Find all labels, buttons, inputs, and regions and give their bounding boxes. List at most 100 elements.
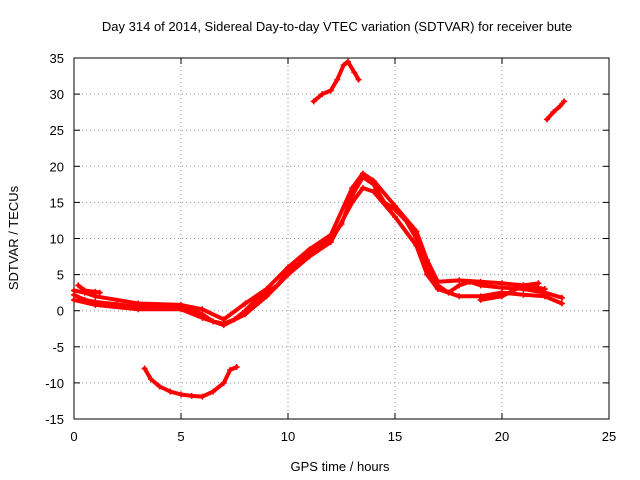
data-point [306, 253, 313, 260]
data-point [71, 296, 77, 303]
x-tick-label: 20 [495, 429, 509, 444]
data-point [96, 289, 103, 296]
y-tick-label: 5 [57, 268, 64, 283]
y-tick-label: 10 [50, 232, 64, 247]
data-point [434, 278, 441, 285]
data-point [558, 294, 565, 301]
x-tick-label: 0 [70, 429, 77, 444]
data-point [199, 314, 206, 321]
series-track-lower-band [72, 186, 564, 328]
data-point [424, 257, 431, 264]
data-point [327, 87, 334, 94]
data-point [227, 366, 234, 373]
data-point [220, 316, 227, 323]
data-point [359, 170, 366, 177]
data-point [233, 364, 240, 371]
y-tick-label: -15 [45, 412, 64, 427]
x-tick-label: 15 [388, 429, 402, 444]
data-point [349, 199, 356, 206]
series-track-low-arc [142, 365, 239, 399]
data-point [359, 184, 366, 191]
y-tick-label: 30 [50, 87, 64, 102]
data-point [370, 177, 377, 184]
x-tick-label: 5 [177, 429, 184, 444]
data-point [556, 103, 563, 110]
data-point [456, 293, 463, 300]
x-tick-label: 10 [281, 429, 295, 444]
series-track-upper-band [72, 171, 547, 322]
y-tick-label: -10 [45, 376, 64, 391]
data-point [220, 322, 227, 329]
data-point [156, 383, 163, 390]
data-point [499, 280, 505, 287]
data-point [561, 98, 568, 105]
data-point [351, 69, 358, 76]
data-point [344, 58, 351, 65]
data-point [242, 311, 249, 318]
data-point [210, 388, 217, 395]
data-point [520, 282, 527, 289]
y-tick-label: -5 [52, 340, 64, 355]
data-point [71, 287, 77, 294]
axis-ticks: 0 5 10 15 20 25 -15 -10 -5 0 5 10 15 20 25 30 35 [45, 51, 616, 444]
data-point [75, 282, 82, 289]
data-point [327, 239, 334, 246]
data-point [392, 203, 398, 210]
data-point [477, 278, 484, 285]
data-point [541, 293, 548, 300]
data-point [285, 271, 291, 278]
data-point [550, 109, 557, 116]
data-point [135, 306, 142, 313]
data-point [370, 188, 377, 195]
data-point [92, 301, 99, 308]
y-axis-label: SDTVAR / TECUs [6, 185, 21, 290]
data-point [355, 76, 362, 83]
data-point [413, 242, 420, 249]
data-point [141, 365, 148, 372]
y-tick-label: 35 [50, 51, 64, 66]
y-tick-label: 15 [50, 195, 64, 210]
data-point [306, 246, 313, 253]
data-series [71, 58, 568, 400]
data-point [167, 388, 174, 395]
series-track-right-high [544, 99, 567, 122]
data-point [558, 300, 565, 307]
data-point [413, 228, 420, 235]
y-tick-label: 0 [57, 304, 64, 319]
data-point [319, 91, 326, 98]
data-point [263, 286, 270, 293]
data-point [199, 393, 206, 400]
data-point [178, 306, 184, 313]
data-point [178, 391, 184, 398]
data-point [543, 116, 550, 123]
x-axis-label: GPS time / hours [291, 459, 390, 474]
data-point [520, 291, 527, 298]
series-track-top-arc [311, 59, 361, 104]
data-point [535, 280, 542, 287]
y-tick-label: 20 [50, 159, 64, 174]
data-point [188, 392, 195, 399]
data-point [199, 306, 206, 313]
grid [74, 58, 609, 419]
y-tick-label: 25 [50, 123, 64, 138]
data-point [310, 98, 317, 105]
data-point [334, 76, 341, 83]
chart-title: Day 314 of 2014, Sidereal Day-to-day VTE… [102, 19, 572, 34]
data-point [242, 300, 249, 307]
data-point [220, 379, 227, 386]
data-point [263, 293, 270, 300]
x-tick-label: 25 [602, 429, 616, 444]
data-point [285, 264, 291, 271]
data-point [477, 296, 484, 303]
data-point [349, 184, 356, 191]
data-point [499, 293, 505, 300]
data-point [434, 286, 441, 293]
data-point [392, 213, 398, 220]
data-point [456, 277, 463, 284]
data-point [81, 287, 88, 294]
data-point [340, 62, 347, 69]
data-point [456, 282, 463, 289]
data-point [135, 300, 142, 307]
data-point [148, 376, 155, 383]
